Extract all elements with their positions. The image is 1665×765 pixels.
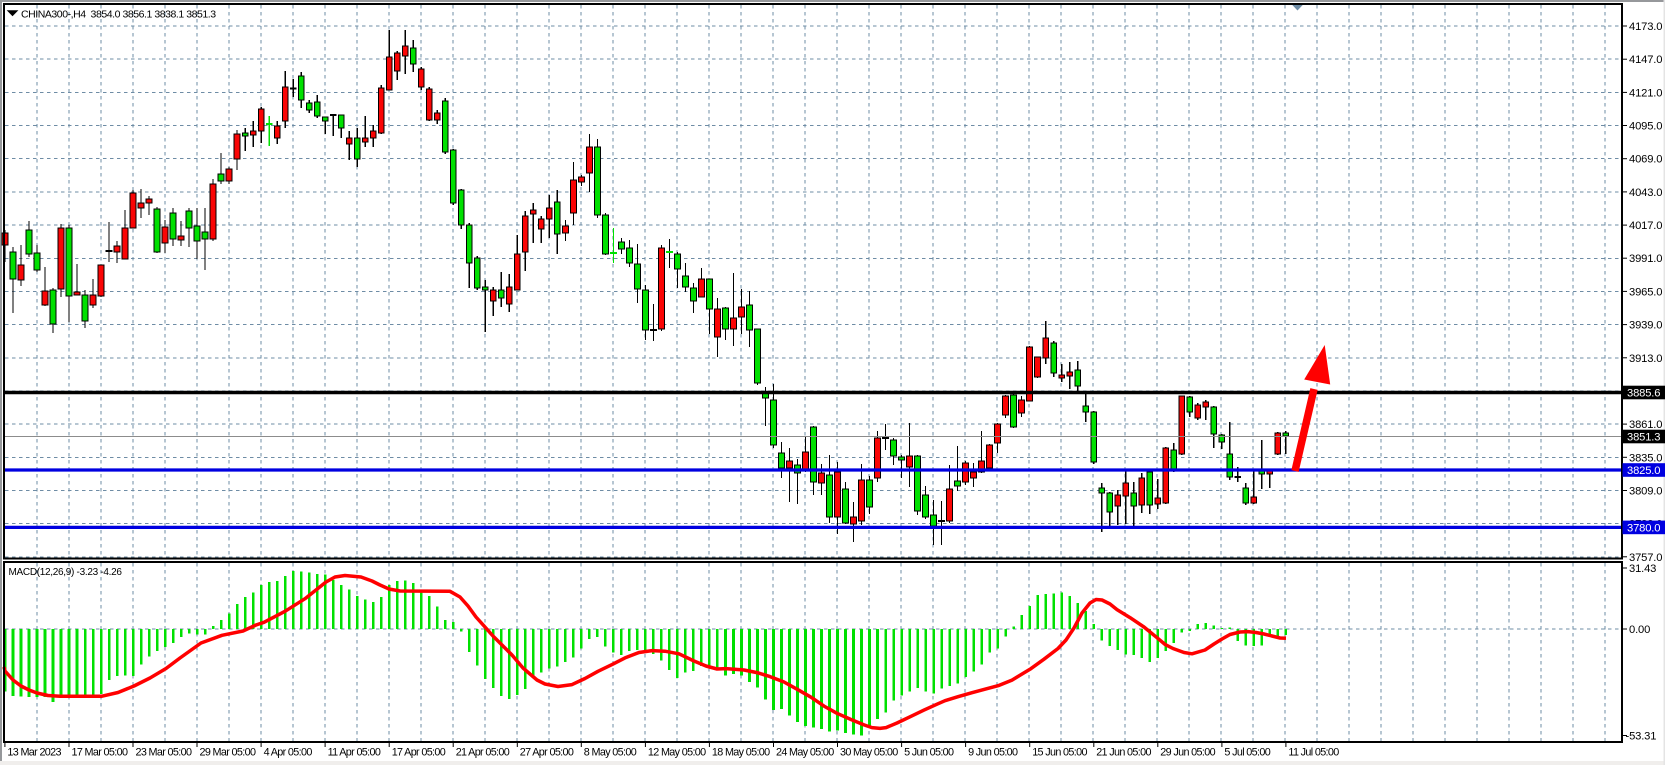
svg-text:3780.0: 3780.0	[1627, 522, 1660, 534]
svg-text:-53.31: -53.31	[1626, 731, 1657, 743]
svg-text:3809.0: 3809.0	[1629, 486, 1662, 498]
svg-text:27 Apr 05:00: 27 Apr 05:00	[520, 747, 574, 759]
svg-text:3851.3: 3851.3	[1627, 432, 1660, 444]
svg-text:21 Jun 05:00: 21 Jun 05:00	[1096, 747, 1151, 759]
svg-text:11 Jul 05:00: 11 Jul 05:00	[1288, 747, 1339, 759]
svg-text:5 Jul 05:00: 5 Jul 05:00	[1224, 747, 1270, 759]
svg-text:3965.0: 3965.0	[1629, 286, 1662, 298]
svg-text:8 May 05:00: 8 May 05:00	[584, 747, 637, 759]
svg-text:3991.0: 3991.0	[1629, 253, 1662, 265]
svg-text:5 Jun 05:00: 5 Jun 05:00	[904, 747, 954, 759]
svg-text:3885.6: 3885.6	[1627, 388, 1660, 400]
svg-text:3825.0: 3825.0	[1627, 465, 1660, 477]
svg-text:4147.0: 4147.0	[1629, 54, 1662, 66]
svg-text:17 Apr 05:00: 17 Apr 05:00	[392, 747, 446, 759]
svg-text:4043.0: 4043.0	[1629, 187, 1662, 199]
svg-text:11 Apr 05:00: 11 Apr 05:00	[328, 747, 381, 759]
svg-text:18 May 05:00: 18 May 05:00	[712, 747, 770, 759]
svg-text:13 Mar 2023: 13 Mar 2023	[7, 747, 61, 759]
svg-text:4069.0: 4069.0	[1629, 154, 1662, 166]
svg-text:4017.0: 4017.0	[1629, 220, 1662, 232]
svg-text:12 May 05:00: 12 May 05:00	[648, 747, 706, 759]
svg-text:CHINA300-,H4 3854.0 3856.1 38: CHINA300-,H4 3854.0 3856.1 3838.1 3851.3	[21, 8, 216, 20]
svg-text:3861.0: 3861.0	[1629, 419, 1662, 431]
svg-text:3835.0: 3835.0	[1629, 452, 1662, 464]
svg-text:MACD(12,26,9) -3.23 -4.26: MACD(12,26,9) -3.23 -4.26	[9, 567, 123, 578]
svg-text:4173.0: 4173.0	[1629, 21, 1662, 33]
svg-text:15 Jun 05:00: 15 Jun 05:00	[1032, 747, 1087, 759]
svg-text:21 Apr 05:00: 21 Apr 05:00	[456, 747, 510, 759]
svg-text:24 May 05:00: 24 May 05:00	[776, 747, 834, 759]
svg-text:3913.0: 3913.0	[1629, 353, 1662, 365]
svg-text:0.00: 0.00	[1629, 624, 1650, 636]
svg-text:29 Jun 05:00: 29 Jun 05:00	[1160, 747, 1215, 759]
svg-text:4 Apr 05:00: 4 Apr 05:00	[264, 747, 313, 759]
svg-text:17 Mar 05:00: 17 Mar 05:00	[72, 747, 128, 759]
svg-text:23 Mar 05:00: 23 Mar 05:00	[136, 747, 192, 759]
svg-text:9 Jun 05:00: 9 Jun 05:00	[968, 747, 1018, 759]
svg-text:4121.0: 4121.0	[1629, 87, 1662, 99]
svg-text:31.43: 31.43	[1629, 563, 1656, 575]
svg-text:29 Mar 05:00: 29 Mar 05:00	[200, 747, 256, 759]
svg-text:30 May 05:00: 30 May 05:00	[840, 747, 898, 759]
svg-text:3757.0: 3757.0	[1629, 552, 1662, 564]
svg-text:3939.0: 3939.0	[1629, 320, 1662, 332]
svg-text:4095.0: 4095.0	[1629, 121, 1662, 133]
